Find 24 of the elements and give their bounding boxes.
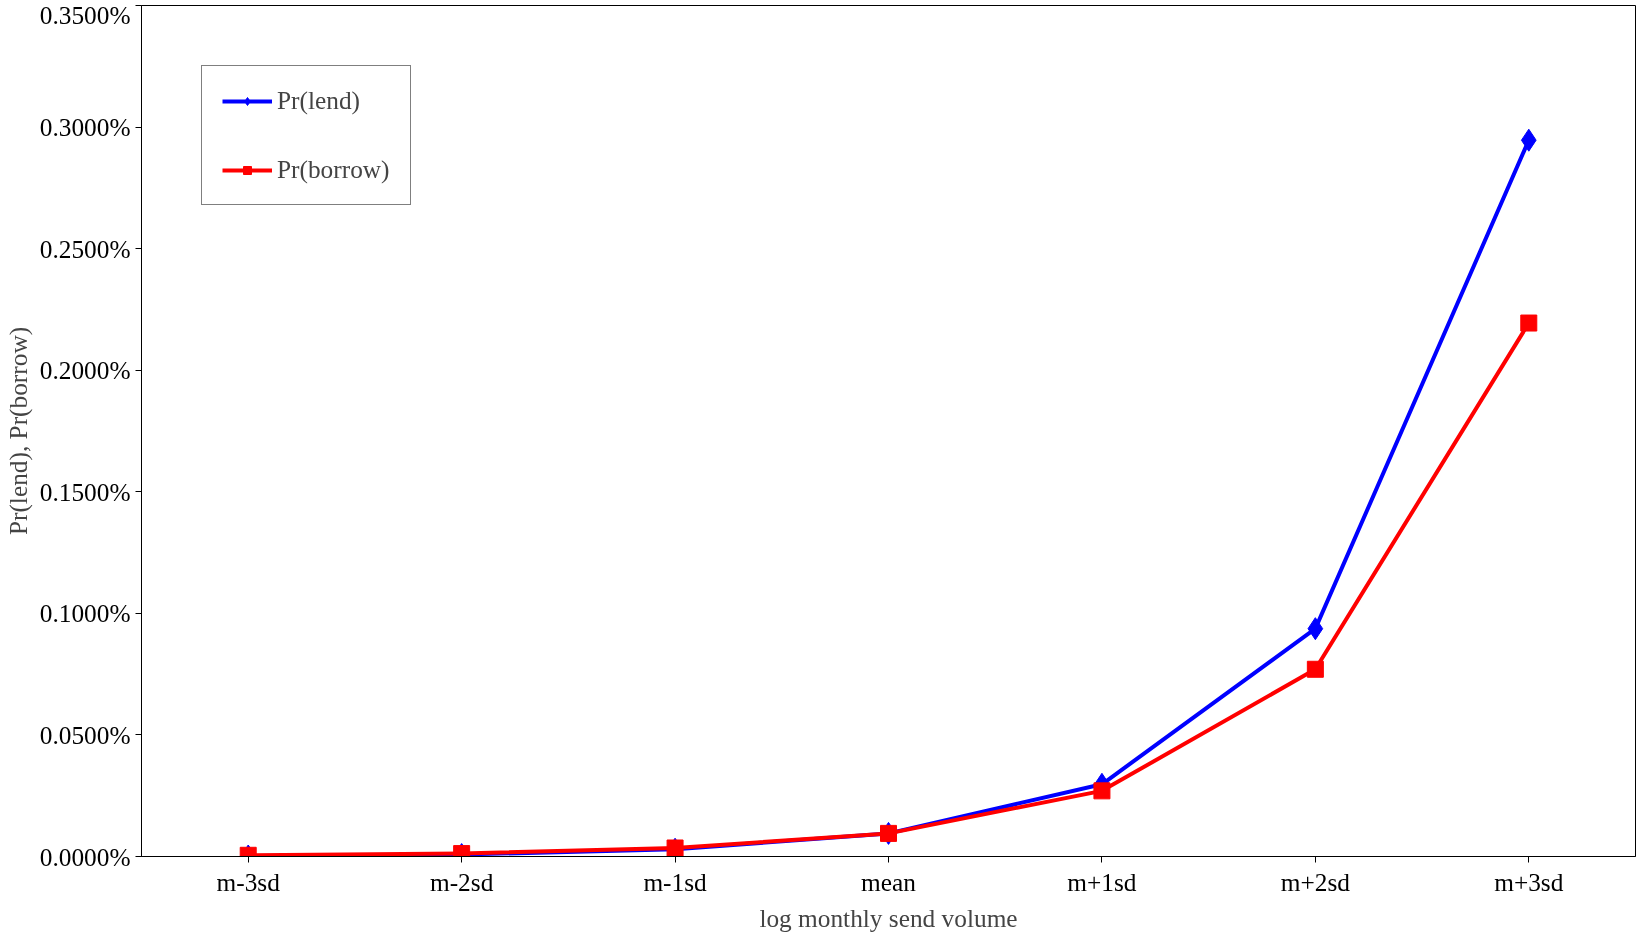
legend-label: Pr(lend) (277, 86, 360, 115)
legend-label: Pr(borrow) (277, 155, 390, 184)
point (1520, 128, 1537, 152)
point (1093, 782, 1111, 800)
y-tick-label: 0.0000% (39, 842, 131, 871)
y-axis-title: Pr(lend), Pr(borrow) (3, 326, 33, 536)
x-tick-label: m+3sd (1494, 867, 1564, 896)
y-tick-label: 0.2500% (39, 234, 131, 263)
x-tick-label: m-3sd (216, 867, 281, 896)
y-tick-label: 0.0500% (39, 720, 131, 749)
y-tick-label: 0.3000% (39, 113, 131, 142)
x-tick-label: m+2sd (1280, 867, 1351, 896)
y-tick-label: 0.1500% (39, 477, 131, 506)
x-tick-label: mean (861, 867, 917, 896)
x-axis-title: log monthly send volume (759, 903, 1018, 932)
x-tick-label: m-2sd (429, 867, 494, 896)
point (1307, 617, 1324, 641)
y-tick-label: 0.2000% (39, 356, 131, 385)
x-tick-label: m-1sd (643, 867, 708, 896)
y-tick-label: 0.1000% (39, 599, 131, 628)
y-tick-label: 0.3500% (39, 0, 131, 29)
point (1520, 314, 1538, 332)
point (1306, 660, 1324, 678)
x-tick-label: m+1sd (1067, 867, 1137, 896)
